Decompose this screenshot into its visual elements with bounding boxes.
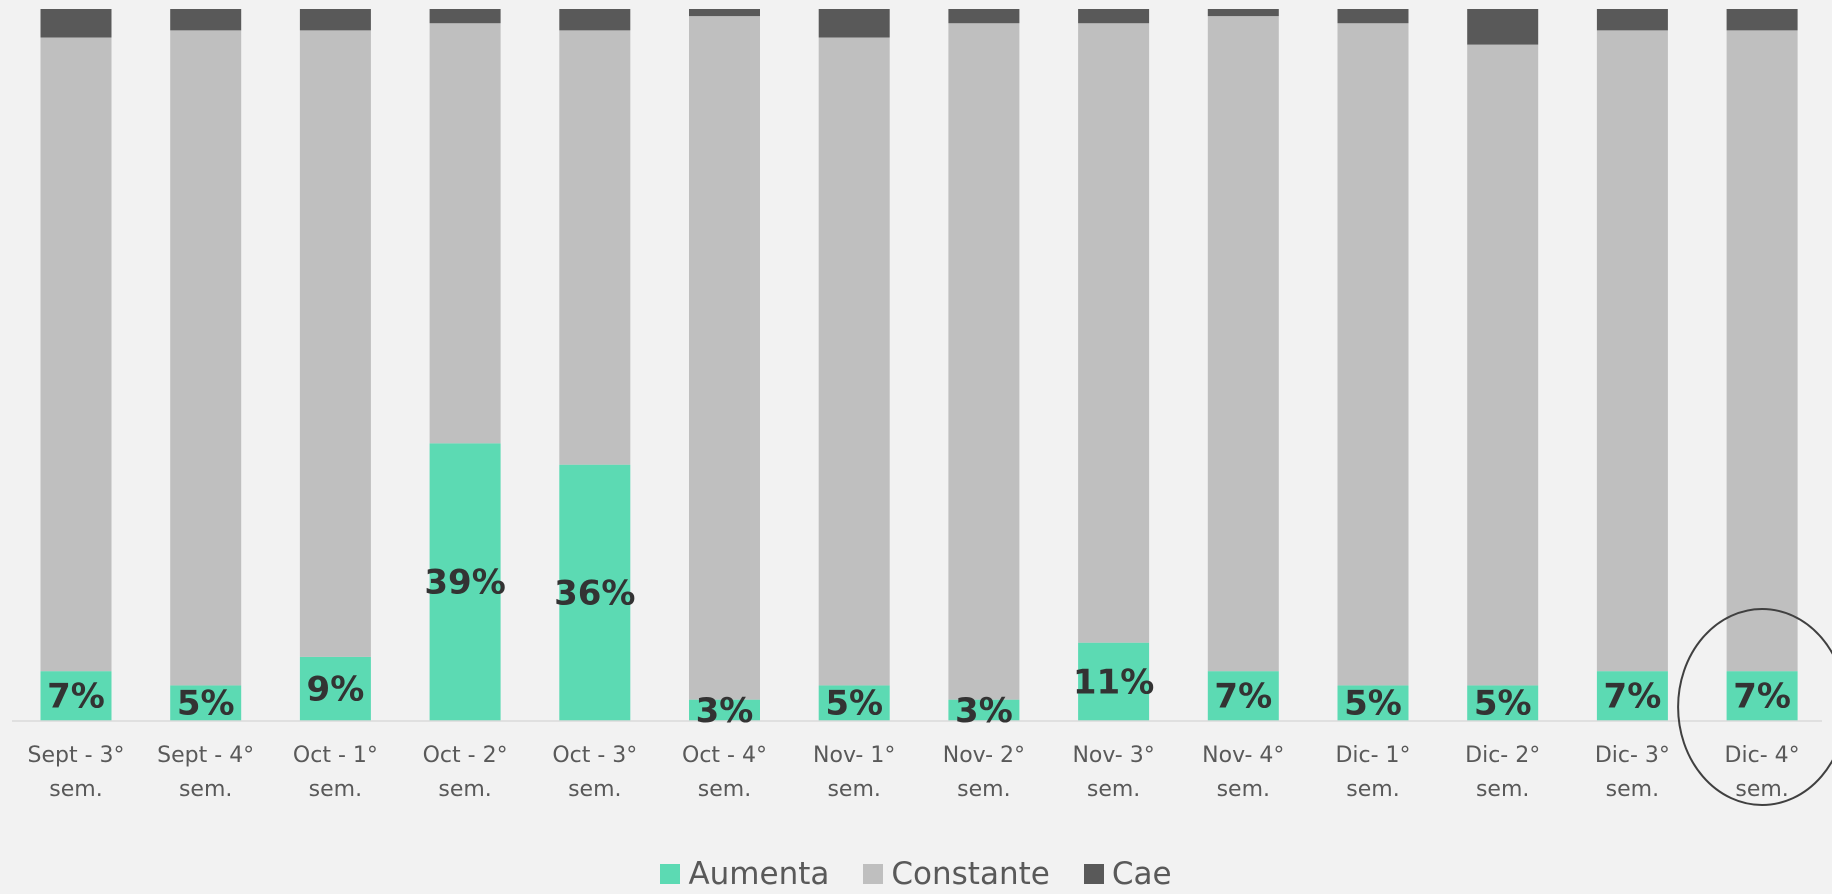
x-tick-label: Dic- 2° sem. <box>1465 743 1541 802</box>
bar-segment <box>1337 23 1409 686</box>
bar-segment <box>1337 685 1409 721</box>
bar-segment <box>1467 44 1539 686</box>
bar-segment <box>170 30 242 686</box>
legend-item: Constante <box>863 856 1050 892</box>
bar-segment <box>1207 16 1279 672</box>
bar-segment <box>1207 671 1279 721</box>
bar-segment <box>299 656 371 721</box>
data-label: 5% <box>825 684 883 724</box>
x-tick-label: Nov- 3° sem. <box>1072 743 1155 802</box>
x-tick-label: Nov- 2° sem. <box>942 743 1026 802</box>
bar-segment <box>559 9 631 31</box>
bar-segment <box>1467 685 1539 721</box>
x-tick-label: Oct - 3° sem. <box>552 743 638 802</box>
data-label: 5% <box>1474 684 1532 724</box>
data-label: 11% <box>1073 662 1154 702</box>
legend-label: Cae <box>1111 856 1172 892</box>
x-tick-label: Dic- 4° sem. <box>1724 743 1800 802</box>
bar-segment <box>1207 9 1279 17</box>
x-tick-label: Nov- 1° sem. <box>813 743 896 802</box>
bar-segment <box>1078 9 1150 24</box>
bar-segment <box>818 37 890 686</box>
bar-segment <box>1467 9 1539 45</box>
x-tick-label: Oct - 1° sem. <box>292 743 378 802</box>
highlight-circle <box>1677 608 1832 806</box>
legend-label: Constante <box>891 856 1050 892</box>
data-label: 7% <box>1604 677 1662 717</box>
legend-swatch <box>660 864 681 884</box>
bar-segment <box>948 699 1020 721</box>
data-label: 39% <box>424 563 505 603</box>
bar-segment <box>1726 30 1798 672</box>
bar-segment <box>689 16 760 700</box>
legend-swatch <box>1083 864 1104 884</box>
bar-segment <box>559 30 631 465</box>
data-label: 36% <box>554 573 635 613</box>
legend: Aumenta Constante Cae <box>0 856 1832 892</box>
legend-item: Aumenta <box>660 856 829 892</box>
data-label: 3% <box>696 691 754 731</box>
bar-segment <box>429 443 501 721</box>
bar-segment <box>1078 642 1150 721</box>
data-label: 3% <box>955 691 1013 731</box>
bar-segment <box>1337 9 1409 24</box>
bar-segment <box>1596 30 1668 672</box>
x-tick-label: Sept - 4° sem. <box>157 743 255 802</box>
bar-segment <box>170 9 242 31</box>
bar-segment <box>559 464 631 721</box>
data-label: 9% <box>307 669 365 709</box>
bar-segment <box>689 9 760 17</box>
legend-label: Aumenta <box>688 856 830 892</box>
legend-swatch <box>863 864 884 884</box>
bar-segment <box>1078 23 1150 643</box>
bar-segment <box>170 685 242 721</box>
bar-segment <box>1726 9 1798 31</box>
bar-segment <box>429 9 501 24</box>
bar-segment <box>1596 9 1668 31</box>
bar-segment <box>40 37 112 672</box>
bar-segment <box>429 23 501 444</box>
bar-segment <box>948 23 1020 700</box>
x-tick-label: Oct - 2° sem. <box>422 743 508 802</box>
x-tick-label: Sept - 3° sem. <box>27 743 125 802</box>
data-label: 5% <box>177 684 235 724</box>
bar-segment <box>689 699 760 721</box>
bar-segment <box>818 685 890 721</box>
data-label: 7% <box>1214 677 1272 717</box>
x-tick-label: Dic- 3° sem. <box>1594 743 1670 802</box>
data-label: 5% <box>1344 684 1402 724</box>
bar-segment <box>40 671 112 721</box>
bar-segment <box>818 9 890 38</box>
legend-item: Cae <box>1083 856 1172 892</box>
bar-segment <box>299 30 371 657</box>
data-label: 7% <box>1733 677 1791 717</box>
bar-segment <box>40 9 112 38</box>
x-tick-label: Nov- 4° sem. <box>1202 743 1285 802</box>
x-tick-label: Oct - 4° sem. <box>682 743 767 802</box>
data-label: 7% <box>47 677 105 717</box>
bar-segment <box>1726 671 1798 721</box>
bar-segment <box>299 9 371 31</box>
bar-segment <box>1596 671 1668 721</box>
bar-segment <box>948 9 1020 24</box>
x-tick-label: Dic- 1° sem. <box>1335 743 1411 802</box>
